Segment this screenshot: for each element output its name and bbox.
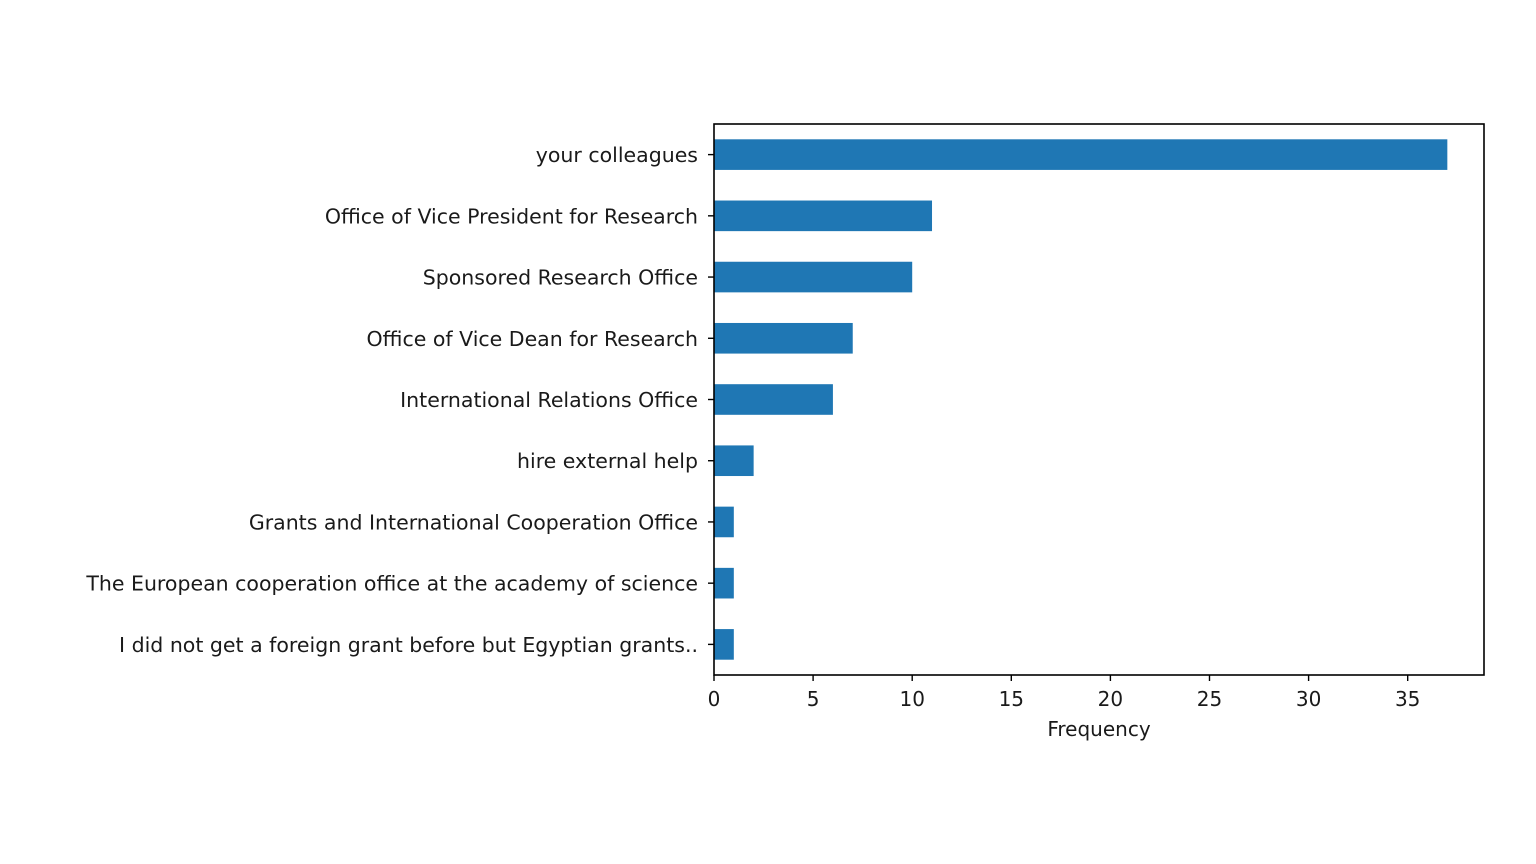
- category-label: The European cooperation office at the a…: [85, 572, 698, 596]
- x-tick-label: 30: [1296, 687, 1321, 711]
- bar: [714, 445, 754, 477]
- category-label: hire external help: [517, 449, 698, 473]
- category-label: I did not get a foreign grant before but…: [119, 633, 698, 657]
- category-label: Office of Vice President for Research: [325, 204, 698, 228]
- bar: [714, 629, 734, 660]
- y-axis: your colleagues Office of Vice President …: [85, 143, 714, 657]
- bar: [714, 139, 1448, 170]
- bars-layer: [714, 139, 1448, 660]
- category-label: International Relations Office: [400, 388, 698, 412]
- x-axis-title: Frequency: [1047, 717, 1150, 741]
- bar: [714, 506, 734, 538]
- bar: [714, 322, 853, 354]
- x-tick-label: 20: [1098, 687, 1123, 711]
- category-label: Grants and International Cooperation Off…: [249, 510, 698, 534]
- x-tick-label: 10: [899, 687, 924, 711]
- x-tick-label: 5: [807, 687, 820, 711]
- bar: [714, 261, 913, 293]
- x-tick-label: 35: [1395, 687, 1420, 711]
- x-tick-label: 15: [999, 687, 1024, 711]
- x-tick-label: 25: [1197, 687, 1222, 711]
- x-axis: 0 5 10 15 20 25 30 35: [708, 675, 1420, 711]
- x-tick-label: 0: [708, 687, 721, 711]
- bar: [714, 200, 933, 232]
- plot-frame: [713, 123, 1485, 676]
- category-label: Office of Vice Dean for Research: [366, 327, 698, 351]
- bar: [714, 384, 833, 415]
- category-label: your colleagues: [536, 143, 698, 167]
- bar: [714, 567, 734, 599]
- category-label: Sponsored Research Office: [423, 266, 698, 290]
